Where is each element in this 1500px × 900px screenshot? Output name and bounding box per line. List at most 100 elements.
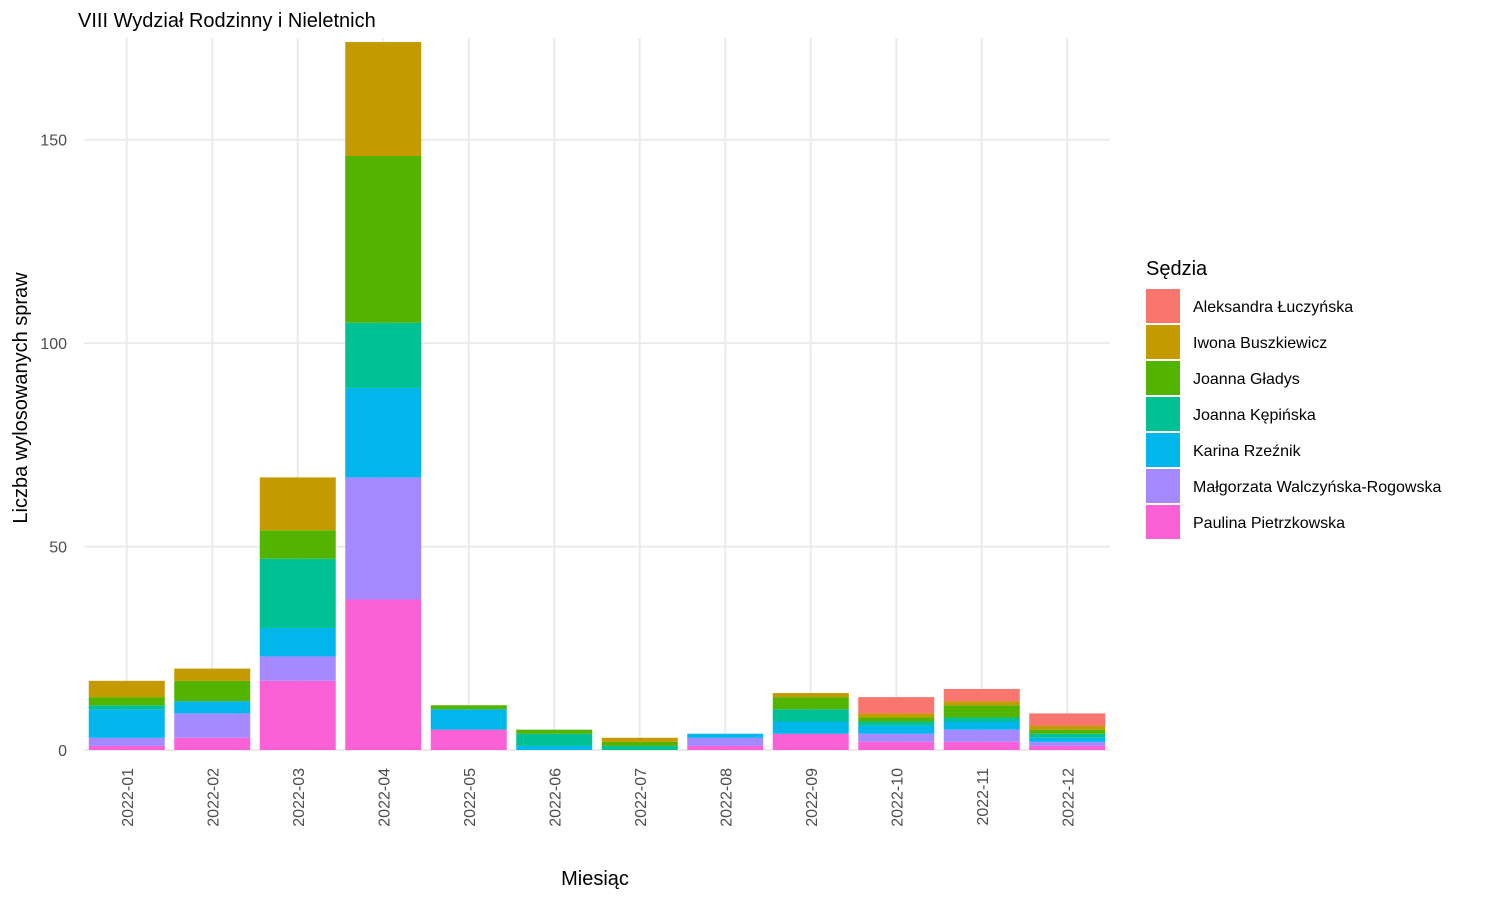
bar-segment <box>430 705 507 710</box>
legend-label: Paulina Pietrzkowska <box>1193 515 1345 532</box>
bar-segment <box>1029 713 1106 726</box>
bar-segment <box>174 701 251 714</box>
legend-swatch <box>1146 325 1180 359</box>
bar-segment <box>174 668 251 681</box>
bar-segment <box>1029 745 1106 750</box>
y-axis-ticks: 0 50 100 150 <box>40 133 67 760</box>
bar-segment <box>858 717 935 722</box>
legend-swatch <box>1146 433 1180 467</box>
bar-segment <box>943 701 1020 706</box>
grid-lines <box>84 38 1110 751</box>
bar-segment <box>345 42 422 156</box>
x-tick-label: 2022-02 <box>205 768 222 827</box>
bar-segment <box>772 697 849 710</box>
bar-segment <box>601 737 678 742</box>
bar-segment <box>858 725 935 734</box>
bar-segment <box>174 737 251 750</box>
bar-segment <box>1029 729 1106 734</box>
bar-segment <box>345 322 422 388</box>
bar-segment <box>858 733 935 742</box>
bar-segment <box>858 697 935 714</box>
bar-segment <box>1029 733 1106 738</box>
legend-swatch <box>1146 469 1180 503</box>
x-tick-label: 2022-09 <box>804 768 821 827</box>
bar-segment <box>1029 741 1106 746</box>
legend-label: Joanna Kępińska <box>1193 407 1316 424</box>
x-axis-title: Miesiąc <box>561 868 629 890</box>
bar-segment <box>259 530 336 559</box>
bar-segment <box>345 387 422 478</box>
bar-segment <box>1029 725 1106 730</box>
bar-segment <box>1029 737 1106 742</box>
legend-title: Sędzia <box>1146 258 1208 280</box>
bar-segment <box>345 599 422 750</box>
x-tick-label: 2022-05 <box>462 768 479 827</box>
bar-segment <box>430 729 507 750</box>
x-tick-label: 2022-12 <box>1060 768 1077 827</box>
x-tick-label: 2022-06 <box>547 768 564 827</box>
bar-segment <box>345 477 422 600</box>
bar-segment <box>88 737 165 746</box>
bar-segment <box>687 737 764 746</box>
legend-label: Aleksandra Łuczyńska <box>1193 299 1353 316</box>
bar-segment <box>687 733 764 738</box>
x-tick-label: 2022-10 <box>889 768 906 827</box>
legend: Sędzia Aleksandra Łuczyńska Iwona Buszkie… <box>1146 258 1441 539</box>
legend-label: Iwona Buszkiewicz <box>1193 335 1327 352</box>
legend-swatch <box>1146 289 1180 323</box>
legend-label: Joanna Gładys <box>1193 371 1300 388</box>
legend-swatch <box>1146 361 1180 395</box>
bar-segment <box>516 733 593 746</box>
bar-segment <box>858 721 935 726</box>
bar-segment <box>430 709 507 730</box>
y-tick-label: 0 <box>58 743 67 760</box>
legend-swatch <box>1146 397 1180 431</box>
bar-segment <box>943 741 1020 750</box>
bar-segment <box>88 745 165 750</box>
x-tick-label: 2022-01 <box>120 768 137 827</box>
bar-segment <box>943 688 1020 702</box>
bar-segment <box>174 713 251 738</box>
bar-segment <box>772 693 849 698</box>
bar-segment <box>858 741 935 750</box>
bar-segment <box>772 733 849 750</box>
x-tick-label: 2022-07 <box>633 768 650 827</box>
bar-segment <box>88 697 165 706</box>
bar-segment <box>259 477 336 531</box>
chart-title: VIII Wydział Rodzinny i Nieletnich <box>78 10 376 32</box>
bar-segment <box>259 558 336 628</box>
x-axis-ticks: 2022-01 2022-02 2022-03 2022-04 2022-05 2022-… <box>120 768 1078 827</box>
bar-segment <box>687 745 764 750</box>
bar-segment <box>772 721 849 734</box>
bar-segment <box>174 680 251 702</box>
bar-segment <box>516 729 593 734</box>
legend-label: Karina Rzeźnik <box>1193 443 1302 460</box>
x-tick-label: 2022-04 <box>376 768 393 827</box>
bar-segment <box>345 155 422 323</box>
y-tick-label: 50 <box>49 540 67 557</box>
bar-segment <box>516 745 593 750</box>
bar-segment <box>259 680 336 750</box>
y-tick-label: 150 <box>40 133 67 150</box>
bars <box>88 42 1106 750</box>
bar-segment <box>259 656 336 681</box>
bar-segment <box>772 709 849 722</box>
bar-segment <box>88 680 165 698</box>
legend-swatch <box>1146 505 1180 539</box>
legend-label: Małgorzata Walczyńska-Rogowska <box>1193 479 1441 496</box>
bar-segment <box>943 705 1020 718</box>
x-tick-label: 2022-11 <box>975 768 992 826</box>
bar-segment <box>88 709 165 738</box>
bar-segment <box>601 745 678 750</box>
bar-segment <box>88 705 165 710</box>
x-tick-label: 2022-03 <box>291 768 308 827</box>
x-tick-label: 2022-08 <box>718 768 735 827</box>
y-tick-label: 100 <box>40 336 67 353</box>
y-axis-title: Liczba wylosowanych spraw <box>10 272 32 524</box>
bar-segment <box>943 721 1020 730</box>
bar-segment <box>259 627 336 657</box>
bar-segment <box>943 729 1020 742</box>
bar-segment <box>943 717 1020 722</box>
bar-segment <box>858 713 935 718</box>
